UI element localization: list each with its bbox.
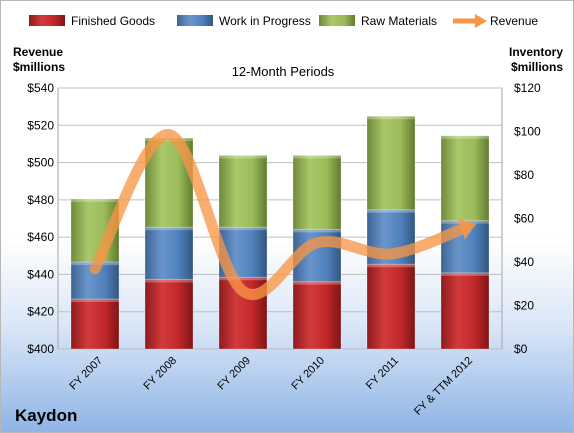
right-axis-title-line1: Inventory [509, 45, 563, 59]
legend-swatch-revenue [453, 14, 487, 28]
revenue-series [89, 129, 477, 300]
bar-finished-goods [440, 272, 490, 350]
right-tick-label: $0 [514, 342, 528, 356]
bar-finished-goods-top-edge [219, 277, 267, 281]
category-label: FY 2007 [67, 355, 105, 393]
right-tick-label: $40 [514, 255, 534, 269]
legend-swatch-finished-goods [29, 15, 65, 26]
left-axis-title-line1: Revenue [13, 45, 63, 59]
bar-raw-materials-top-edge [71, 198, 119, 202]
legend: Finished Goods Work in Progress Raw Mate… [29, 14, 538, 28]
plot-area [57, 87, 503, 350]
company-name: Kaydon [15, 406, 78, 425]
category-label: FY 2009 [215, 355, 253, 393]
left-tick-label: $500 [27, 156, 54, 170]
right-tick-label: $100 [514, 125, 541, 139]
bar-work-in-progress-top-edge [367, 209, 415, 213]
bar-finished-goods-top-edge [145, 279, 193, 283]
legend-swatch-work-in-progress [177, 15, 213, 26]
left-tick-label: $520 [27, 118, 54, 132]
right-tick-label: $120 [514, 81, 541, 95]
left-tick-label: $400 [27, 342, 54, 356]
bar-finished-goods [292, 281, 342, 350]
category-label: FY 2008 [141, 355, 179, 393]
legend-swatch-raw-materials [319, 15, 355, 26]
bar-raw-materials-top-edge [367, 116, 415, 120]
bars [70, 115, 490, 350]
right-tick-label: $60 [514, 212, 534, 226]
left-tick-label: $480 [27, 193, 54, 207]
bar-raw-materials [440, 135, 490, 222]
legend-label-work-in-progress: Work in Progress [219, 14, 311, 28]
left-tick-label: $440 [27, 267, 54, 281]
left-tick-label: $420 [27, 305, 54, 319]
bar-finished-goods-top-edge [71, 298, 119, 302]
right-axis-title-line2: $millions [511, 60, 563, 74]
right-tick-label: $80 [514, 168, 534, 182]
bar-finished-goods-top-edge [441, 272, 489, 276]
bar-work-in-progress-top-edge [145, 227, 193, 231]
bar-raw-materials [218, 154, 268, 228]
bar-raw-materials [292, 154, 342, 230]
bar-finished-goods-top-edge [293, 281, 341, 285]
legend-label-revenue: Revenue [490, 14, 538, 28]
bar-raw-materials-top-edge [293, 155, 341, 159]
left-axis-title-line2: $millions [13, 60, 65, 74]
legend-label-raw-materials: Raw Materials [361, 14, 437, 28]
bar-work-in-progress [144, 226, 194, 280]
gridlines [58, 87, 502, 350]
category-label: FY & TTM 2012 [412, 355, 475, 418]
bar-raw-materials-top-edge [219, 155, 267, 159]
bar-finished-goods [366, 263, 416, 350]
category-label: FY 2010 [289, 355, 327, 393]
chart-subtitle: 12-Month Periods [232, 64, 335, 79]
bar-finished-goods [70, 298, 120, 350]
bar-work-in-progress-top-edge [293, 229, 341, 233]
left-tick-label: $540 [27, 81, 54, 95]
bar-work-in-progress-top-edge [219, 227, 267, 231]
bar-finished-goods [144, 278, 194, 350]
bar-raw-materials-top-edge [441, 135, 489, 139]
right-axis-ticks: $0 $20 $40 $60 $80 $100 $120 [514, 81, 541, 356]
revenue-arrowhead [457, 218, 477, 240]
category-label: FY 2011 [364, 355, 401, 392]
bar-work-in-progress [70, 261, 120, 300]
bar-finished-goods-top-edge [367, 264, 415, 268]
left-axis-ticks: $400 $420 $440 $460 $480 $500 $520 $540 [27, 81, 54, 356]
revenue-line [89, 129, 471, 300]
category-labels: FY 2007 FY 2008 FY 2009 FY 2010 FY 2011 FY & … [67, 355, 475, 418]
bar-raw-materials [366, 115, 416, 211]
left-tick-label: $460 [27, 230, 54, 244]
legend-label-finished-goods: Finished Goods [71, 14, 155, 28]
right-tick-label: $20 [514, 299, 534, 313]
